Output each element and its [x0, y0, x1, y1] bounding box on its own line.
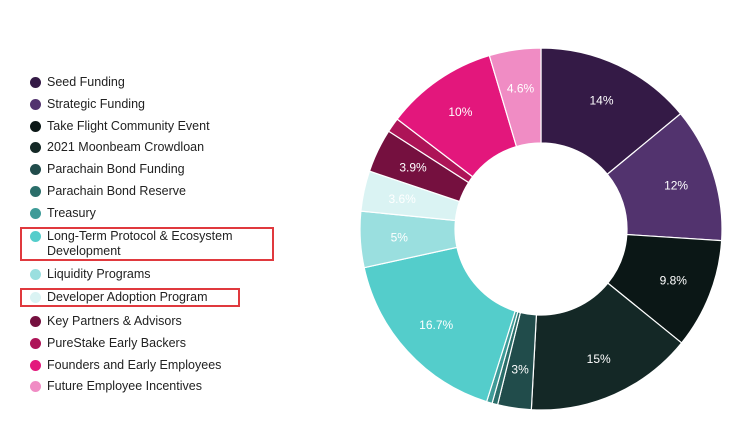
data-label: 4.6%: [507, 81, 535, 95]
legend-label: PureStake Early Backers: [47, 335, 186, 350]
legend-swatch: [30, 207, 41, 219]
data-label: 14%: [590, 94, 614, 108]
legend-item[interactable]: Developer Adoption Program: [20, 288, 240, 308]
legend-label: 2021 Moonbeam Crowdloan: [47, 140, 205, 155]
legend-item[interactable]: Key Partners & Advisors: [20, 313, 290, 329]
chart-legend: Seed Funding Strategic Funding Take Flight…: [20, 74, 290, 400]
legend-swatch: [30, 120, 41, 132]
donut-slice[interactable]: [363, 246, 516, 403]
legend-swatch: [30, 77, 41, 88]
legend-item[interactable]: Seed Funding: [20, 74, 290, 90]
data-label: 9.8%: [660, 274, 688, 288]
legend-swatch: [30, 315, 41, 327]
legend-swatch: [30, 230, 41, 242]
legend-swatch: [30, 98, 41, 110]
legend-item[interactable]: Long-Term Protocol & Ecosystem Developme…: [20, 226, 274, 261]
donut-slice[interactable]: [540, 47, 682, 176]
data-label: 12%: [664, 178, 688, 192]
data-label: 5%: [391, 230, 409, 244]
legend-label: Parachain Bond Funding: [47, 162, 185, 177]
data-label: 16.7%: [419, 318, 453, 332]
data-label: 3.6%: [389, 192, 417, 206]
legend-swatch: [30, 337, 41, 349]
legend-item[interactable]: Founders and Early Employees: [20, 357, 290, 373]
legend-item[interactable]: PureStake Early Backers: [20, 335, 290, 351]
donut-slice[interactable]: [488, 47, 542, 148]
legend-label: Strategic Funding: [47, 96, 145, 111]
legend-label: Parachain Bond Reserve: [47, 183, 186, 198]
legend-item[interactable]: Future Employee Incentives: [20, 378, 290, 394]
legend-item[interactable]: Strategic Funding: [20, 96, 290, 112]
legend-swatch: [30, 185, 41, 197]
legend-swatch: [30, 359, 41, 371]
legend-item[interactable]: Parachain Bond Reserve: [20, 183, 290, 199]
legend-label: Liquidity Programs: [47, 267, 151, 282]
legend-swatch: [30, 164, 41, 176]
legend-item[interactable]: Treasury: [20, 205, 290, 221]
legend-label: Developer Adoption Program: [47, 290, 208, 305]
legend-item[interactable]: Take Flight Community Event: [20, 118, 290, 134]
legend-swatch: [30, 269, 41, 281]
legend-item[interactable]: 2021 Moonbeam Crowdloan: [20, 139, 290, 155]
legend-label: Long-Term Protocol & Ecosystem Developme…: [47, 228, 233, 258]
legend-label: Key Partners & Advisors: [47, 313, 182, 328]
legend-item[interactable]: Parachain Bond Funding: [20, 161, 290, 177]
legend-label: Seed Funding: [47, 75, 125, 89]
data-label: 10%: [448, 105, 472, 119]
donut-slice[interactable]: [530, 282, 683, 411]
legend-swatch: [30, 381, 41, 393]
legend-item[interactable]: Liquidity Programs: [20, 266, 290, 282]
legend-swatch: [30, 292, 41, 304]
data-label: 3%: [511, 362, 529, 376]
legend-label: Take Flight Community Event: [47, 118, 210, 133]
legend-label: Founders and Early Employees: [47, 357, 222, 372]
legend-label: Treasury: [47, 205, 96, 220]
data-label: 15%: [587, 352, 611, 366]
legend-swatch: [30, 142, 41, 154]
legend-label: Future Employee Incentives: [47, 379, 202, 394]
data-label: 3.9%: [399, 160, 427, 174]
